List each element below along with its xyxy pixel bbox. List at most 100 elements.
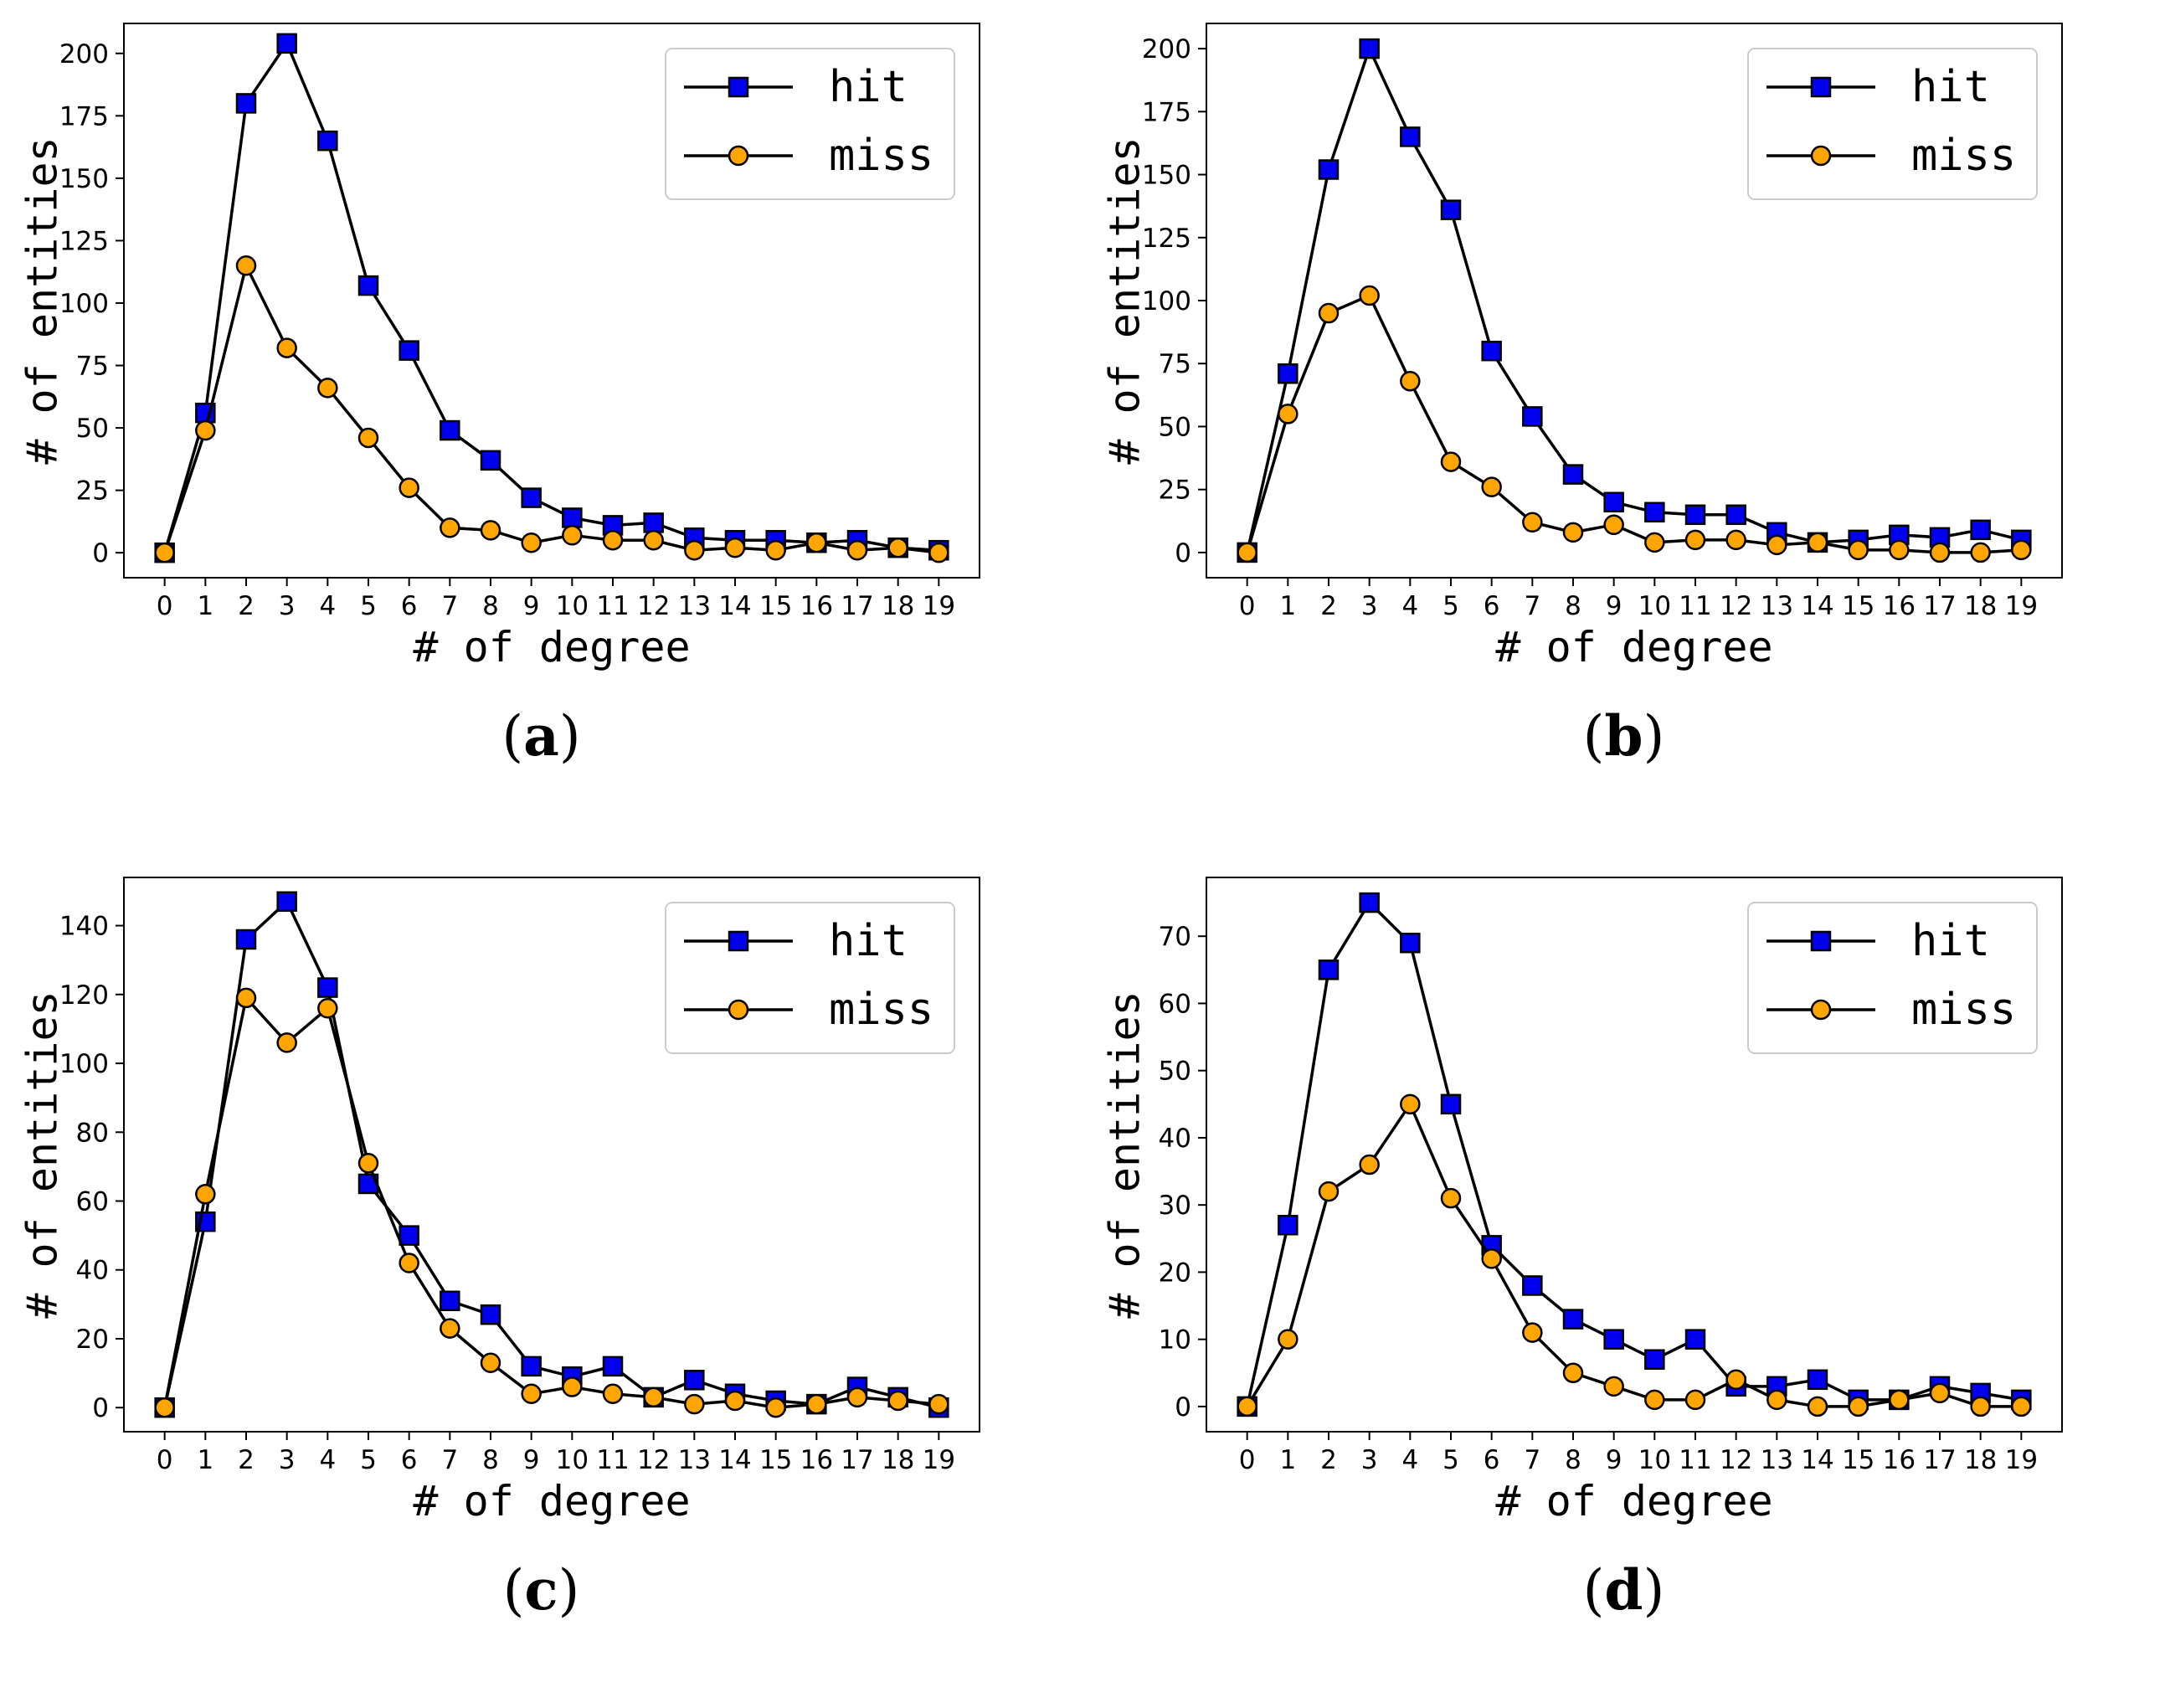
- chart-d-xtick-label: 17: [1923, 1445, 1956, 1475]
- chart-a-point-hit: [317, 130, 338, 152]
- chart-d-xtick-label: 12: [1720, 1445, 1752, 1475]
- chart-c-legend-marker-miss: [728, 999, 749, 1021]
- chart-a-series-miss: [154, 255, 949, 563]
- chart-c-legend: hit miss: [665, 902, 955, 1054]
- chart-d-point-hit: [1807, 1369, 1828, 1391]
- chart-b-xtick-label: 13: [1761, 591, 1793, 621]
- chart-d-point-miss: [1440, 1187, 1462, 1209]
- chart-a-point-miss: [684, 539, 705, 561]
- chart-b-xtick-label: 1: [1279, 591, 1296, 621]
- chart-b-xtick-label: 3: [1361, 591, 1378, 621]
- chart-a-point-miss: [195, 419, 216, 441]
- chart-c-point-miss: [846, 1386, 868, 1408]
- chart-d-ytick-label: 70: [1159, 922, 1191, 952]
- chart-a-ytick-label: 50: [76, 414, 109, 444]
- chart-d-ytick-label: 60: [1159, 989, 1191, 1019]
- chart-c-frame: [123, 877, 980, 1433]
- chart-d-point-miss: [1522, 1322, 1543, 1343]
- chart-b-point-miss: [1929, 542, 1951, 563]
- chart-b-legend-label-hit: hit: [1911, 62, 1990, 112]
- chart-b-point-miss: [1522, 512, 1543, 533]
- chart-d-legend-marker-miss: [1810, 999, 1832, 1021]
- chart-b-xtick-label: 8: [1565, 591, 1581, 621]
- chart-c-point-miss: [440, 1318, 460, 1339]
- chart-a-ytick-label: 25: [76, 476, 109, 507]
- chart-d-point-miss: [1970, 1396, 1991, 1417]
- chart-d-legend: hit miss: [1747, 902, 2038, 1054]
- chart-d-point-miss: [1684, 1389, 1706, 1411]
- chart-c-point-hit: [684, 1370, 705, 1391]
- chart-c-legend-marker-hit: [728, 930, 749, 952]
- chart-b-point-hit: [1603, 491, 1624, 512]
- chart-d-point-hit: [1644, 1349, 1665, 1370]
- chart-a-point-hit: [440, 419, 460, 441]
- chart-b-xtick-label: 0: [1239, 591, 1256, 621]
- chart-b-point-miss: [1807, 532, 1828, 553]
- chart-b-point-hit: [1562, 464, 1584, 485]
- chart-c-ytick-label: 0: [92, 1393, 109, 1423]
- chart-d-series-miss: [1237, 1093, 2032, 1417]
- chart-a-xtick-label: 17: [841, 591, 873, 621]
- chart-d-point-miss: [1766, 1389, 1787, 1411]
- chart-d-xtick-label: 16: [1883, 1445, 1916, 1475]
- chart-c-point-miss: [521, 1383, 542, 1405]
- chart-b-caption-letter: b: [1604, 703, 1643, 769]
- chart-d-xtick-label: 4: [1401, 1445, 1418, 1475]
- chart-b-point-miss: [1766, 534, 1787, 556]
- chart-c-point-miss: [806, 1393, 827, 1415]
- chart-d-point-miss: [1603, 1376, 1624, 1397]
- chart-d-ytick-label: 50: [1159, 1057, 1191, 1087]
- chart-b-legend-marker-hit: [1810, 76, 1832, 98]
- chart-a-xtick-label: 7: [441, 591, 458, 621]
- chart-d-caption-letter: d: [1604, 1557, 1643, 1623]
- chart-d-frame: [1206, 877, 2063, 1433]
- chart-d-ylabel: # of entities: [1101, 990, 1149, 1318]
- chart-d-xtick-label: 8: [1565, 1445, 1581, 1475]
- chart-c-point-miss: [684, 1393, 705, 1415]
- chart-c-xtick-label: 9: [523, 1445, 540, 1475]
- chart-c-point-hit: [521, 1356, 542, 1377]
- chart-a-point-hit: [357, 275, 379, 296]
- chart-d-line-miss: [1246, 1103, 2022, 1408]
- chart-c-ytick-label: 120: [59, 980, 109, 1011]
- chart-c-xtick-label: 14: [718, 1445, 751, 1475]
- chart-b-ytick-label: 0: [1175, 538, 1191, 568]
- chart-c-point-hit: [440, 1290, 460, 1312]
- chart-c-xtick-label: 16: [800, 1445, 833, 1475]
- chart-a-line-miss: [163, 264, 939, 554]
- chart-a-legend-marker-miss: [728, 145, 749, 167]
- chart-d-point-hit: [1684, 1329, 1706, 1350]
- chart-d-plot: 0 1 2 3 4 5 6 7 8 9 10 11 12 13 14 15 16 17 18 190102030405…: [1101, 877, 2063, 1525]
- chart-a-xtick-label: 6: [401, 591, 418, 621]
- chart-c-caption-letter: c: [524, 1557, 558, 1623]
- chart-d-point-hit: [1440, 1093, 1462, 1115]
- chart-a-point-miss: [235, 255, 257, 276]
- chart-c-xtick-label: 5: [360, 1445, 377, 1475]
- chart-b-xtick-label: 6: [1484, 591, 1500, 621]
- chart-b-legend-marker-miss: [1810, 145, 1832, 167]
- chart-a-point-miss: [724, 537, 746, 558]
- chart-d-point-hit: [1603, 1329, 1624, 1350]
- chart-d-point-miss: [1929, 1382, 1951, 1404]
- chart-b-point-miss: [1562, 522, 1584, 543]
- chart-b-ytick-label: 75: [1159, 349, 1191, 379]
- chart-b-point-miss: [1603, 514, 1624, 536]
- chart-c-point-miss: [562, 1376, 583, 1397]
- chart-a-point-miss: [357, 427, 379, 449]
- chart-c-point-miss: [317, 997, 338, 1019]
- chart-b-point-miss: [1848, 539, 1869, 561]
- chart-b-ytick-label: 125: [1142, 224, 1191, 254]
- chart-c-xtick-label: 17: [841, 1445, 873, 1475]
- chart-b-point-hit: [1400, 126, 1421, 147]
- chart-d-point-miss: [1278, 1329, 1298, 1350]
- chart-c-point-miss: [765, 1397, 786, 1418]
- chart-b-point-miss: [1278, 404, 1298, 424]
- chart-a-point-miss: [602, 530, 624, 551]
- chart-d-xtick-label: 3: [1361, 1445, 1378, 1475]
- chart-a-xtick-label: 18: [882, 591, 914, 621]
- chart-a-caption: (a): [501, 703, 581, 769]
- chart-c-caption: (c): [502, 1557, 580, 1623]
- chart-b-xtick-label: 10: [1638, 591, 1671, 621]
- chart-a-xtick-label: 15: [759, 591, 792, 621]
- chart-b-ytick-label: 50: [1159, 412, 1191, 442]
